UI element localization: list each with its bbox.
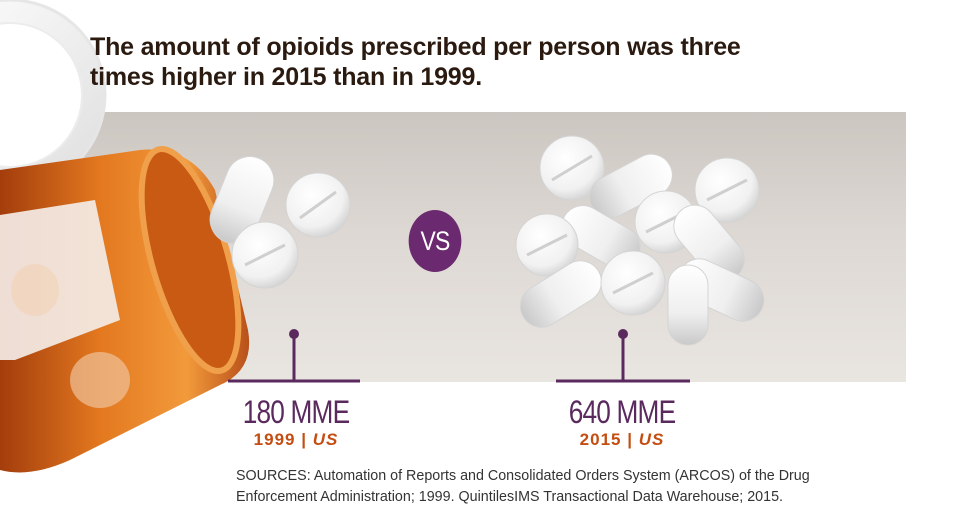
region-2015: US <box>638 430 665 449</box>
callout-2015: 640 MME 2015 | US <box>502 394 742 450</box>
value-2015: 640 MME <box>568 394 676 430</box>
vs-badge: VS <box>408 210 462 272</box>
region-1999: US <box>312 430 339 449</box>
pills-1999-group <box>209 156 351 289</box>
sources-note: SOURCES: Automation of Reports and Conso… <box>236 468 810 505</box>
year-1999: 1999 <box>253 430 296 449</box>
pill-bottle-shape <box>0 145 250 473</box>
value-1999: 180 MME <box>242 394 350 430</box>
pills-2015-group <box>515 135 765 346</box>
meta-2015: 2015 | US <box>502 430 742 450</box>
separator-1999: | <box>301 430 307 449</box>
separator-2015: | <box>627 430 633 449</box>
year-2015: 2015 <box>579 430 622 449</box>
headline: The amount of opioids prescribed per per… <box>90 33 741 91</box>
meta-1999: 1999 | US <box>176 430 416 450</box>
marker-1999 <box>228 329 360 383</box>
marker-2015 <box>556 329 690 383</box>
callout-1999: 180 MME 1999 | US <box>176 394 416 450</box>
